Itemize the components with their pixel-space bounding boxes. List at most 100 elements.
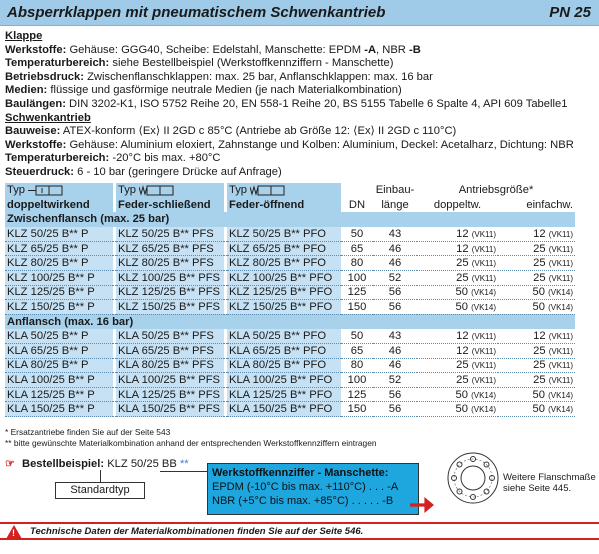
header-einbau: Einbau-	[375, 184, 415, 197]
cell-type-pfo: KLZ 65/25 B** PFO	[227, 241, 341, 257]
size-value: 25	[533, 257, 546, 270]
size-value: 25	[456, 374, 469, 387]
cell-type-p: KLZ 125/25 B** P	[5, 285, 113, 301]
cell-doppeltw: 12 (VK11)	[417, 343, 498, 359]
vk-code: (VK14)	[471, 405, 496, 415]
double-acting-symbol-icon	[28, 185, 63, 196]
header-dn: DN	[348, 198, 366, 211]
label: Medien:	[5, 84, 48, 97]
cell-type-pfs: KLA 80/25 B** PFS	[116, 358, 224, 374]
vk-code: (VK14)	[548, 288, 573, 298]
cell-laenge: 46	[373, 241, 417, 257]
cell-dn: 65	[341, 241, 373, 257]
table-row: KLA 125/25 B** P KLA 125/25 B** PFS KLA 12…	[5, 387, 575, 403]
cell-einfachw: 12 (VK11)	[498, 328, 575, 345]
footnote-2: ** bitte gewünschte Materialkombination …	[5, 438, 377, 448]
typ-label: Typ	[7, 184, 26, 197]
vk-code: (VK11)	[548, 259, 573, 269]
cell-type-pfs: KLZ 125/25 B** PFS	[116, 285, 224, 301]
section-anflansch: Anflansch (max. 16 bar)	[5, 314, 575, 329]
cell-laenge: 43	[373, 328, 417, 345]
klappe-medien: Medien: flüssige und gasförmige neutrale…	[5, 84, 595, 98]
size-value: 50	[532, 286, 545, 299]
cell-doppeltw: 25 (VK11)	[417, 358, 498, 374]
klappe-werkstoffe: Werkstoffe: Gehäuse: GGG40, Scheibe: Ede…	[5, 44, 595, 58]
cell-dn: 100	[341, 372, 373, 388]
cell-einfachw: 25 (VK11)	[498, 241, 575, 257]
cell-laenge: 46	[373, 358, 417, 374]
cell-type-p: KLZ 100/25 B** P	[5, 270, 113, 286]
cell-dn: 125	[341, 387, 373, 403]
material-box-title: Werkstoffkennziffer - Manschette:	[212, 467, 389, 479]
flange-drawing-icon	[447, 452, 499, 504]
footer-warning: ! Technische Daten der Materialkombinati…	[0, 522, 599, 540]
vk-code: (VK11)	[471, 259, 496, 269]
cell-dn: 150	[341, 299, 373, 315]
value: ATEX-konform ⟨Ex⟩ II 2GD c 85°C (Antrieb…	[60, 125, 457, 138]
cell-type-pfs: KLZ 50/25 B** PFS	[116, 226, 224, 242]
section-label: Anflansch (max. 16 bar)	[5, 314, 575, 329]
cell-type-pfs: KLZ 150/25 B** PFS	[116, 299, 224, 315]
cell-dn: 50	[341, 328, 373, 345]
label: Werkstoffe:	[5, 43, 67, 56]
cell-einfachw: 50 (VK14)	[498, 401, 575, 417]
footnotes: * Ersatzantriebe finden Sie auf der Seit…	[5, 427, 377, 449]
vk-code: (VK11)	[471, 229, 496, 239]
leader-line	[160, 471, 207, 472]
cell-doppeltw: 25 (VK11)	[417, 255, 498, 272]
label: Baulängen:	[5, 97, 66, 110]
cell-type-p: KLZ 50/25 B** P	[5, 226, 113, 242]
cell-type-pfo: KLA 125/25 B** PFO	[227, 387, 341, 403]
label: Steuerdruck:	[5, 165, 75, 178]
antrieb-steuerdruck: Steuerdruck: 6 - 10 bar (geringere Drück…	[5, 166, 595, 180]
table-row: KLZ 125/25 B** P KLZ 125/25 B** PFS KLZ 12…	[5, 285, 575, 301]
cell-einfachw: 25 (VK11)	[498, 358, 575, 374]
specifications: Klappe Werkstoffe: Gehäuse: GGG40, Schei…	[5, 30, 595, 180]
cell-laenge: 56	[373, 285, 417, 301]
vk-code: (VK14)	[471, 390, 496, 400]
cell-doppeltw: 50 (VK14)	[417, 401, 498, 417]
table-row: KLA 150/25 B** P KLA 150/25 B** PFS KLA 15…	[5, 401, 575, 417]
flange-note-line2: siehe Seite 445.	[503, 483, 572, 494]
value: DIN 3202-K1, ISO 5752 Reihe 20, EN 558-1…	[65, 97, 568, 110]
page-title: Absperrklappen mit pneumatischem Schwenk…	[7, 4, 386, 21]
value: flüssige und gasförmige neutrale Medien …	[47, 84, 402, 97]
footnote-1: * Ersatzantriebe finden Sie auf der Seit…	[5, 427, 171, 437]
value: Zwischenflanschklappen: max. 25 bar, Anf…	[83, 70, 433, 83]
cell-doppeltw: 25 (VK11)	[417, 372, 498, 388]
order-example: ☞ Bestellbeispiel: KLZ 50/25 BB **	[5, 457, 189, 470]
cell-einfachw: 50 (VK14)	[498, 285, 575, 301]
warning-triangle-icon	[6, 525, 22, 539]
cell-type-pfs: KLZ 100/25 B** PFS	[116, 270, 224, 286]
header-doppeltw: doppeltw.	[433, 198, 482, 211]
cell-type-pfo: KLZ 50/25 B** PFO	[227, 226, 341, 242]
leader-line	[100, 470, 101, 482]
page-header: Absperrklappen mit pneumatischem Schwenk…	[0, 0, 599, 26]
size-value: 50	[455, 388, 468, 401]
cell-type-pfo: KLZ 150/25 B** PFO	[227, 299, 341, 315]
vk-code: (VK11)	[471, 244, 496, 254]
cell-type-pfs: KLA 150/25 B** PFS	[116, 401, 224, 417]
cell-type-pfo: KLA 150/25 B** PFO	[227, 401, 341, 417]
section-zwischenflansch: Zwischenflansch (max. 25 bar)	[5, 212, 575, 227]
size-value: 50	[532, 403, 545, 416]
cell-type-pfo: KLZ 125/25 B** PFO	[227, 285, 341, 301]
table-row: KLZ 80/25 B** P KLZ 80/25 B** PFS KLZ 80/2…	[5, 255, 575, 272]
cell-type-pfs: KLZ 65/25 B** PFS	[116, 241, 224, 257]
cell-doppeltw: 50 (VK14)	[417, 299, 498, 315]
cell-dn: 100	[341, 270, 373, 286]
order-label: Bestellbeispiel:	[22, 458, 105, 470]
cell-laenge: 43	[373, 226, 417, 242]
vk-code: (VK11)	[471, 361, 496, 371]
footer-text: Technische Daten der Materialkombination…	[30, 526, 364, 537]
cell-type-pfs: KLZ 80/25 B** PFS	[116, 255, 224, 272]
order-code-suffix: **	[176, 458, 189, 470]
code-b: -B	[408, 43, 421, 56]
header-doppeltwirkend: doppeltwirkend	[5, 197, 113, 213]
header-typ-doppel: Typ	[5, 183, 113, 198]
warning-mark: !	[12, 528, 15, 538]
table-row: KLA 100/25 B** P KLA 100/25 B** PFS KLA 10…	[5, 372, 575, 388]
table-row: KLA 65/25 B** P KLA 65/25 B** PFS KLA 65/2…	[5, 343, 575, 359]
table-row: KLA 50/25 B** P KLA 50/25 B** PFS KLA 50/2…	[5, 328, 575, 345]
flange-note: Weitere Flanschmaße siehe Seite 445.	[503, 472, 596, 494]
